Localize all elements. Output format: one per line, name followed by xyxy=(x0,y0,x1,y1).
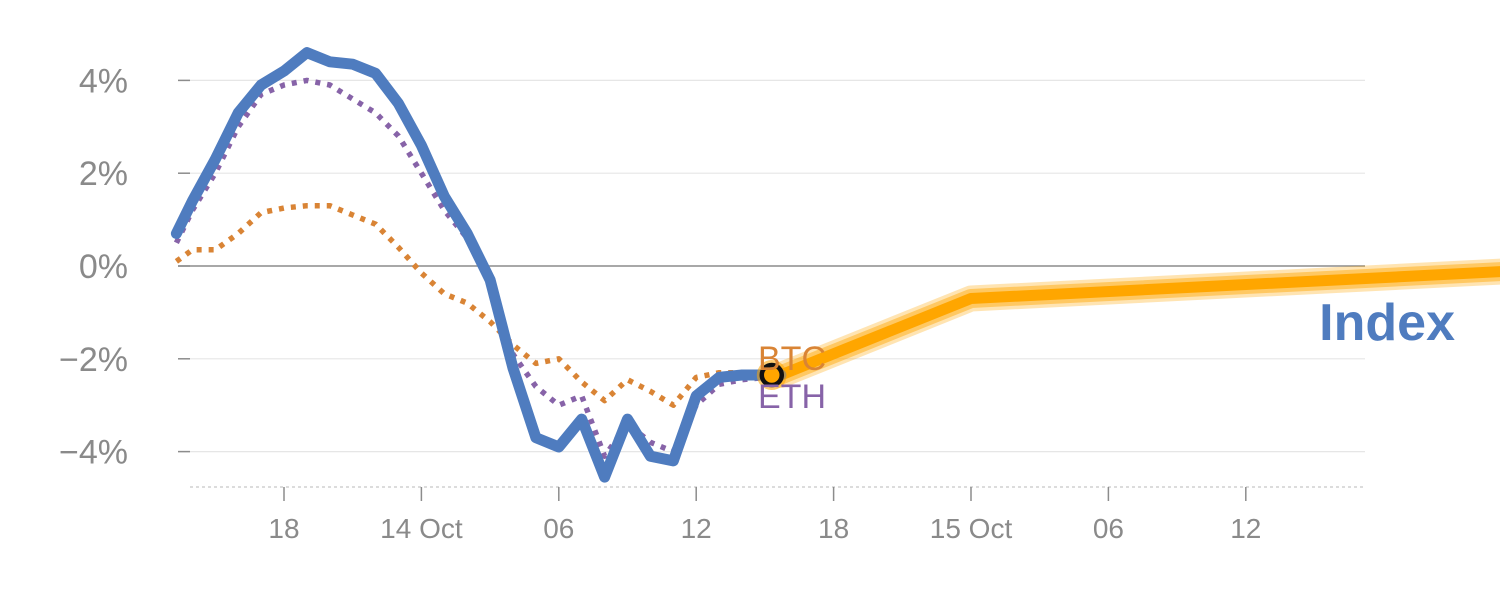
x-tick-label: 14 Oct xyxy=(380,513,463,544)
x-tick-label: 12 xyxy=(1230,513,1261,544)
x-tick-label: 06 xyxy=(543,513,574,544)
series-label-eth: ETH xyxy=(758,378,826,416)
marker-dot xyxy=(759,362,785,388)
y-tick-label: −4% xyxy=(59,434,128,472)
current-point-marker xyxy=(756,360,787,391)
y-tick-label: −2% xyxy=(59,341,128,379)
x-tick-label: 18 xyxy=(818,513,849,544)
y-tick-label: 2% xyxy=(79,155,128,193)
series-index xyxy=(170,47,787,483)
x-tick-label: 12 xyxy=(681,513,712,544)
y-axis: 4% 2% 0% −2% −4% xyxy=(59,62,190,472)
series-lines xyxy=(170,47,1500,483)
y-tick-label: 4% xyxy=(79,62,128,100)
y-tick-label: 0% xyxy=(79,248,128,286)
series-eth xyxy=(173,77,766,459)
x-tick-label: 06 xyxy=(1093,513,1124,544)
series-index-projection xyxy=(775,266,1500,381)
series-label-btc: BTC xyxy=(758,340,826,378)
x-axis: 18 14 Oct 06 12 18 15 Oct 06 12 xyxy=(190,486,1365,544)
legend-label-index: Index xyxy=(1319,294,1455,352)
x-tick-label: 15 Oct xyxy=(930,513,1013,544)
x-tick-label: 18 xyxy=(268,513,299,544)
gridlines xyxy=(178,79,1365,453)
series-btc xyxy=(174,202,765,408)
